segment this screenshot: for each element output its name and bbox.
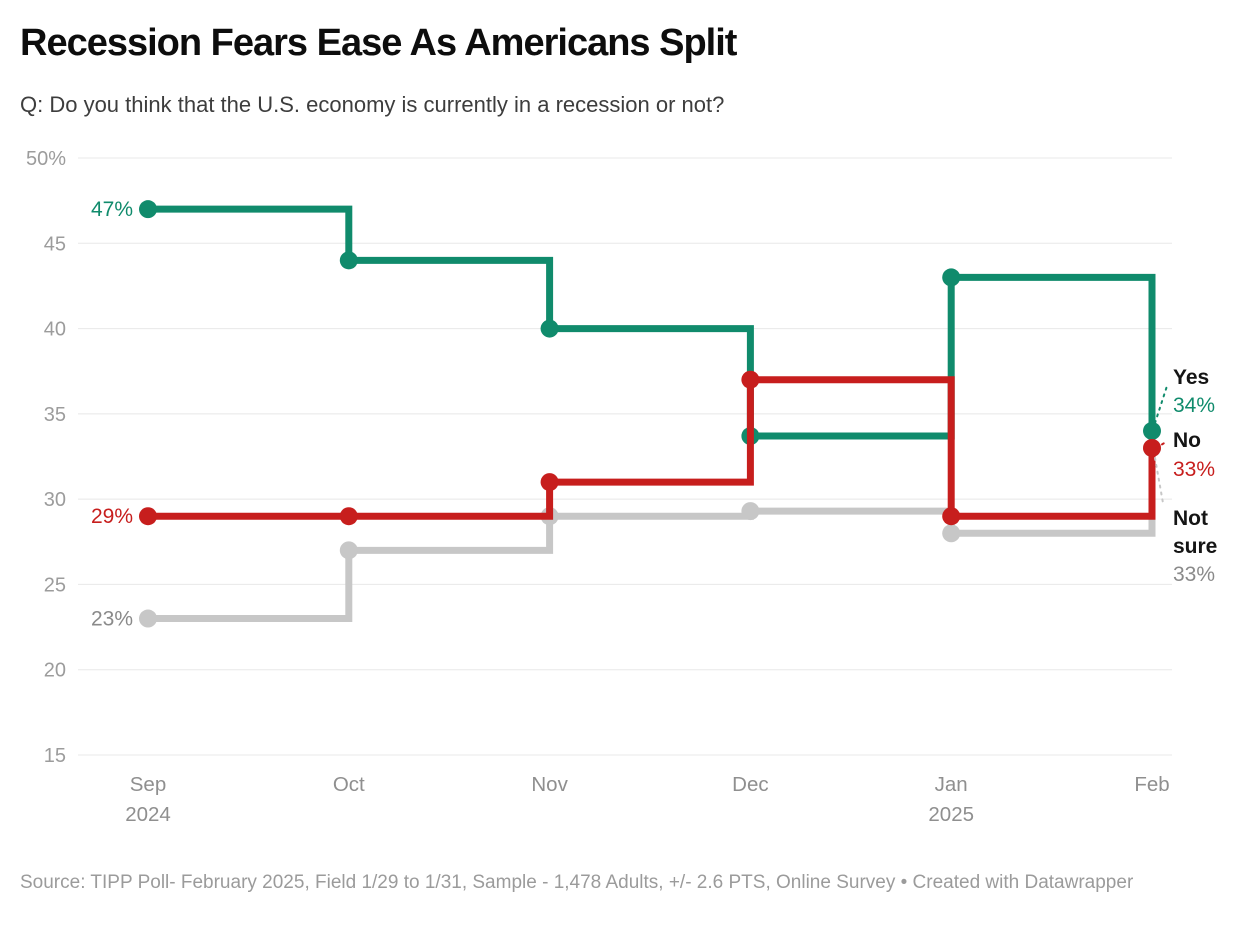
- data-point: [339, 251, 358, 270]
- x-axis-tick-label: Jan: [935, 773, 968, 796]
- data-point: [942, 268, 961, 287]
- series-line: [148, 205, 1156, 440]
- end-label-yes: Yes 34%: [1154, 366, 1215, 424]
- data-point: [741, 370, 760, 389]
- series-name-label: sure: [1173, 535, 1217, 558]
- x-axis-year-label: 2024: [125, 803, 171, 826]
- data-point: [741, 502, 760, 521]
- y-axis-tick-label: 25: [44, 574, 66, 596]
- y-axis-tick-label: 35: [44, 404, 66, 426]
- leader-line: [1154, 457, 1164, 504]
- chart-subtitle: Q: Do you think that the U.S. economy is…: [20, 92, 725, 117]
- data-point: [540, 473, 559, 492]
- data-point: [1143, 438, 1161, 457]
- series-line: [148, 376, 1156, 520]
- y-axis-tick-label: 30: [44, 489, 66, 511]
- series-no: [139, 370, 1161, 526]
- start-value-label: 47%: [91, 198, 133, 221]
- chart-title: Recession Fears Ease As Americans Split: [20, 22, 737, 64]
- end-label-not-sure: Not sure 33%: [1154, 457, 1217, 586]
- data-point: [942, 507, 961, 526]
- end-value-label: 33%: [1173, 458, 1215, 481]
- start-value-label: 29%: [91, 505, 133, 528]
- x-axis-tick-label: Dec: [732, 773, 768, 796]
- y-axis-tick-label: 20: [44, 660, 66, 682]
- data-point: [139, 200, 157, 219]
- data-point: [942, 524, 961, 543]
- data-point: [139, 507, 157, 526]
- data-point: [540, 319, 559, 338]
- leader-line: [1155, 441, 1167, 449]
- series-not-sure: [139, 438, 1161, 628]
- end-label-no: No 33%: [1155, 429, 1215, 481]
- series-name-label: Not: [1173, 507, 1208, 530]
- end-value-label: 34%: [1173, 394, 1215, 417]
- series-yes: [139, 200, 1161, 446]
- start-value-label: 23%: [91, 608, 133, 631]
- y-axis-tick-label: 15: [44, 745, 66, 767]
- y-axis-tick-label: 50%: [26, 148, 66, 170]
- data-point: [339, 541, 358, 560]
- data-point: [339, 507, 358, 526]
- x-axis-tick-label: Oct: [333, 773, 365, 796]
- x-axis-tick-label: Sep: [130, 773, 166, 796]
- x-axis-year-label: 2025: [928, 803, 974, 826]
- x-axis-tick-label: Feb: [1134, 773, 1169, 796]
- series-line: [148, 447, 1156, 623]
- x-axis-tick-label: Nov: [531, 773, 568, 796]
- leader-line: [1154, 385, 1168, 424]
- source-note: Source: TIPP Poll- February 2025, Field …: [20, 872, 1134, 893]
- data-point: [1143, 421, 1161, 440]
- series-name-label: Yes: [1173, 366, 1209, 389]
- series-name-label: No: [1173, 429, 1201, 452]
- data-point: [139, 609, 157, 628]
- y-axis-tick-label: 45: [44, 233, 66, 255]
- end-value-label: 33%: [1173, 563, 1215, 586]
- y-axis-tick-label: 40: [44, 319, 66, 341]
